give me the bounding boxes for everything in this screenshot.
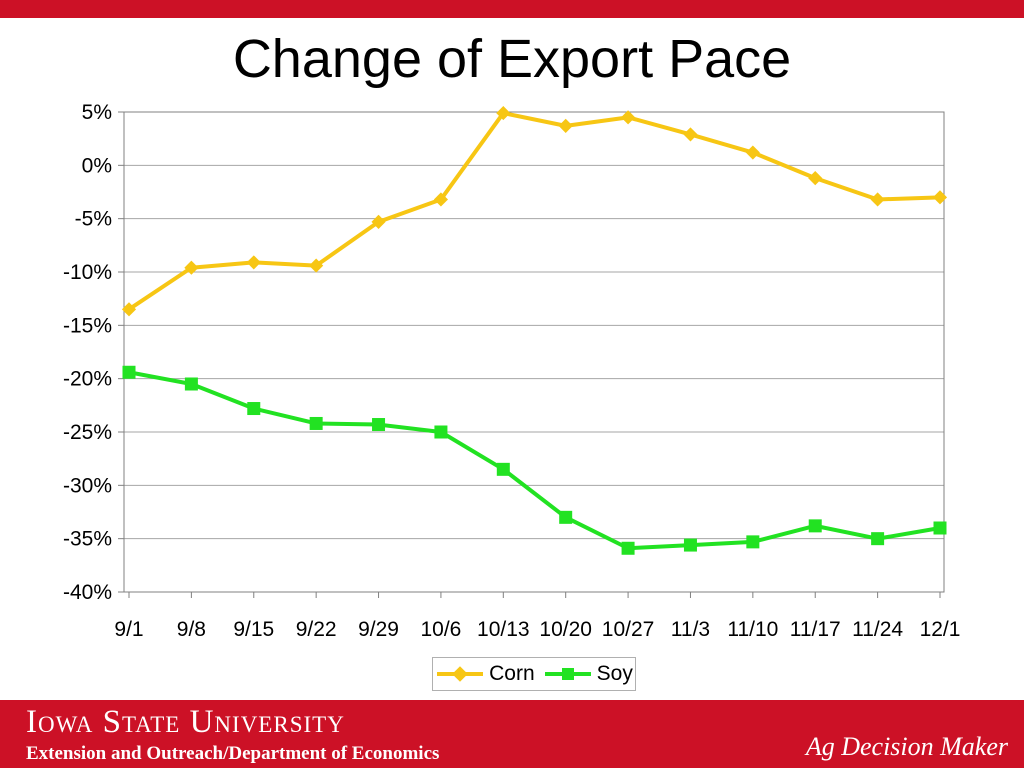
data-point-soy bbox=[683, 538, 697, 552]
data-point-soy bbox=[247, 402, 261, 416]
x-tick-label: 10/20 bbox=[539, 618, 592, 641]
data-point-soy bbox=[372, 418, 386, 432]
legend-item-soy: Soy bbox=[543, 662, 633, 686]
data-point-corn bbox=[683, 127, 698, 142]
legend-label-soy: Soy bbox=[596, 662, 633, 685]
plot-area-border bbox=[123, 111, 945, 593]
data-point-corn bbox=[870, 192, 885, 207]
y-tick-label: -40% bbox=[63, 581, 112, 604]
data-point-corn bbox=[558, 118, 573, 133]
top-accent-bar bbox=[0, 0, 1024, 18]
data-point-soy bbox=[496, 462, 510, 476]
y-tick-label: -10% bbox=[63, 261, 112, 284]
data-point-soy bbox=[621, 541, 635, 555]
x-tick-label: 11/17 bbox=[790, 618, 841, 641]
x-tick-label: 11/24 bbox=[852, 618, 903, 641]
data-point-soy bbox=[559, 510, 573, 524]
data-point-soy bbox=[309, 416, 323, 430]
y-tick-label: -5% bbox=[75, 208, 112, 231]
series-line-corn bbox=[127, 111, 941, 311]
data-point-soy bbox=[434, 425, 448, 439]
x-tick-label: 10/27 bbox=[602, 618, 655, 641]
legend-label-corn: Corn bbox=[489, 662, 535, 685]
data-point-soy bbox=[746, 535, 760, 549]
x-tick-label: 11/3 bbox=[671, 618, 710, 641]
x-tick-label: 9/22 bbox=[296, 618, 337, 641]
corn-legend-marker-icon bbox=[437, 666, 484, 682]
data-point-corn bbox=[621, 110, 636, 125]
x-tick-label: 10/13 bbox=[477, 618, 530, 641]
x-tick-label: 12/1 bbox=[920, 618, 961, 641]
slide-title: Change of Export Pace bbox=[232, 29, 792, 89]
chart-axes bbox=[118, 111, 945, 598]
y-tick-label: -20% bbox=[63, 368, 112, 391]
chart-gridlines bbox=[124, 164, 944, 540]
y-axis-tick-labels: 5% 0% -5% -10% -15% -20% -25% -30% -35% -40% bbox=[63, 101, 112, 604]
legend-item-corn: Corn bbox=[435, 662, 535, 686]
data-point-soy bbox=[808, 519, 822, 533]
data-point-soy bbox=[933, 521, 947, 535]
chart-legend: Corn Soy bbox=[432, 657, 636, 691]
x-tick-label: 10/6 bbox=[420, 618, 461, 641]
y-tick-label: -15% bbox=[63, 314, 112, 337]
soy-legend-marker-icon bbox=[544, 668, 591, 680]
y-tick-label: 0% bbox=[82, 154, 112, 177]
y-tick-label: -35% bbox=[63, 528, 112, 551]
product-name: Ag Decision Maker bbox=[805, 732, 1008, 761]
data-point-corn bbox=[371, 214, 386, 229]
x-tick-label: 9/15 bbox=[233, 618, 274, 641]
university-logo-text: Iowa State University bbox=[26, 704, 345, 740]
x-axis-tick-labels: 9/1 9/8 9/15 9/22 9/29 10/6 10/13 10/20 10/27 11/… bbox=[114, 618, 960, 641]
data-point-corn bbox=[309, 258, 324, 273]
data-point-soy bbox=[122, 365, 136, 379]
footer-bar: Iowa State University Extension and Outr… bbox=[0, 700, 1024, 768]
x-tick-label: 9/1 bbox=[114, 618, 143, 641]
line-chart: 5%0%-5%-10%-15%-20%-25%-30%-35%-40% 9/1 9… bbox=[63, 101, 960, 641]
data-point-corn bbox=[745, 145, 760, 160]
data-point-corn bbox=[496, 105, 511, 121]
data-point-corn bbox=[932, 190, 948, 205]
chart-series bbox=[121, 105, 948, 555]
data-point-corn bbox=[433, 192, 448, 207]
data-point-soy bbox=[871, 532, 885, 546]
data-point-corn bbox=[808, 171, 823, 186]
x-tick-label: 9/8 bbox=[177, 618, 206, 641]
data-point-soy bbox=[184, 377, 198, 391]
department-text: Extension and Outreach/Department of Eco… bbox=[26, 743, 440, 764]
y-tick-label: -25% bbox=[63, 421, 112, 444]
data-point-corn bbox=[246, 255, 261, 270]
x-tick-label: 9/29 bbox=[358, 618, 399, 641]
data-point-corn bbox=[184, 260, 199, 275]
y-tick-label: 5% bbox=[82, 101, 112, 124]
x-tick-label: 11/10 bbox=[727, 618, 778, 641]
y-tick-label: -30% bbox=[63, 474, 112, 497]
series-line-soy bbox=[128, 370, 941, 551]
